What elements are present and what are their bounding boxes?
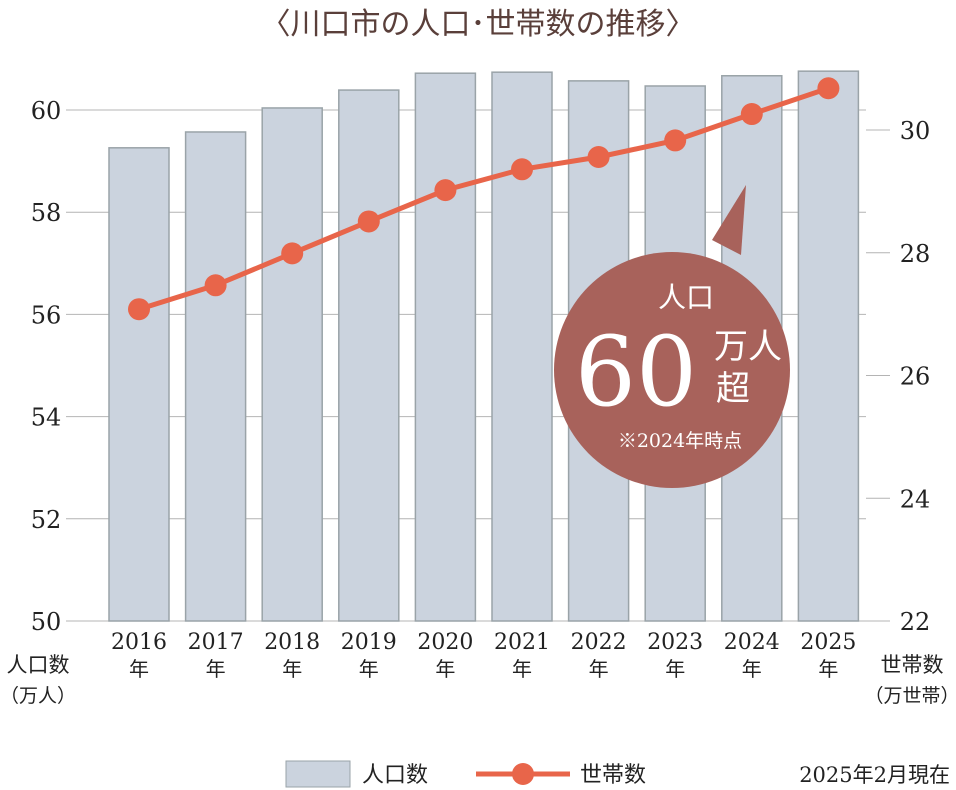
x-tick-label: 2025 [800,630,856,655]
household-point-2017 [204,274,227,297]
x-tick-label: 2023 [647,630,703,655]
left-tick-label: 54 [31,404,62,432]
bar-2019 [338,89,400,622]
right-tick-label: 30 [900,117,931,145]
household-point-2021 [511,158,533,181]
household-point-2019 [357,210,380,233]
left-tick-label: 60 [31,97,62,125]
household-line [138,85,830,312]
legend: 人口数 世帯数 2025年2月現在 [285,760,950,788]
legend-bar-label: 人口数 [362,763,428,788]
x-tick-label: 2017 [188,630,244,655]
x-tick-suffix: 年 [206,657,226,681]
x-tick-suffix: 年 [435,657,455,681]
bar-2025 [797,70,860,622]
right-axis-label: 世帯数 [881,653,944,677]
date-note: 2025年2月現在 [799,763,950,787]
right-axis-unit: （万世帯） [864,685,956,707]
bar-2020 [414,72,477,622]
right-tick-label: 26 [900,363,931,391]
left-tick-label: 52 [31,506,62,534]
x-tick-suffix: 年 [742,657,762,681]
x-tick-label: 2018 [264,630,320,655]
x-tick-suffix: 年 [589,657,609,681]
left-axis: 50 52 54 56 58 60 [31,97,62,636]
line-series [128,77,840,321]
chart-title: 〈川口市の人口･世帯数の推移〉 [261,7,696,42]
household-point-2023 [664,129,687,152]
left-tick-label: 58 [31,199,62,227]
right-tick-label: 24 [900,485,931,513]
callout-footnote: ※2024年時点 [618,430,742,452]
callout-circle [554,252,790,488]
household-point-2025 [817,77,840,100]
household-point-2020 [434,179,457,202]
x-tick-label: 2022 [571,630,627,655]
callout-bubble: 人口 60 万人 超 ※2024年時点 [554,185,790,488]
bar-2017 [184,131,247,622]
bar-2021 [491,71,553,622]
x-tick-suffix: 年 [818,657,838,681]
x-tick-suffix: 年 [359,657,379,681]
household-point-2022 [587,146,610,169]
x-tick-label: 2024 [724,630,780,655]
left-tick-label: 50 [31,608,62,636]
x-tick-label: 2021 [494,630,550,655]
left-axis-unit: （万人） [0,685,76,707]
left-axis-label: 人口数 [7,653,70,677]
x-tick-suffix: 年 [282,657,302,681]
x-axis: 2016年2017年2018年2019年2020年2021年2022年2023年… [111,630,856,681]
callout-shape [712,185,746,255]
legend-line-marker [512,763,534,785]
household-point-2024 [740,103,763,126]
bar-2016 [108,147,170,622]
left-tick-label: 56 [31,301,62,329]
x-tick-label: 2016 [111,630,167,655]
x-tick-label: 2020 [417,630,473,655]
x-tick-suffix: 年 [129,657,149,681]
x-tick-suffix: 年 [512,657,532,681]
callout-line1: 人口 [658,281,714,314]
x-tick-label: 2019 [341,630,397,655]
bar-2018 [261,107,323,622]
right-tick-label: 22 [900,608,931,636]
legend-line-label: 世帯数 [580,763,646,788]
callout-unit2: 超 [716,369,750,409]
right-axis: 22 24 26 28 30 [900,117,931,636]
household-point-2018 [281,242,304,265]
household-point-2016 [128,298,150,321]
callout-unit1: 万人 [714,327,782,367]
callout-big-number: 60 [575,316,697,428]
right-tick-label: 28 [900,240,931,268]
x-tick-suffix: 年 [665,657,685,681]
legend-bar-swatch [285,760,351,788]
